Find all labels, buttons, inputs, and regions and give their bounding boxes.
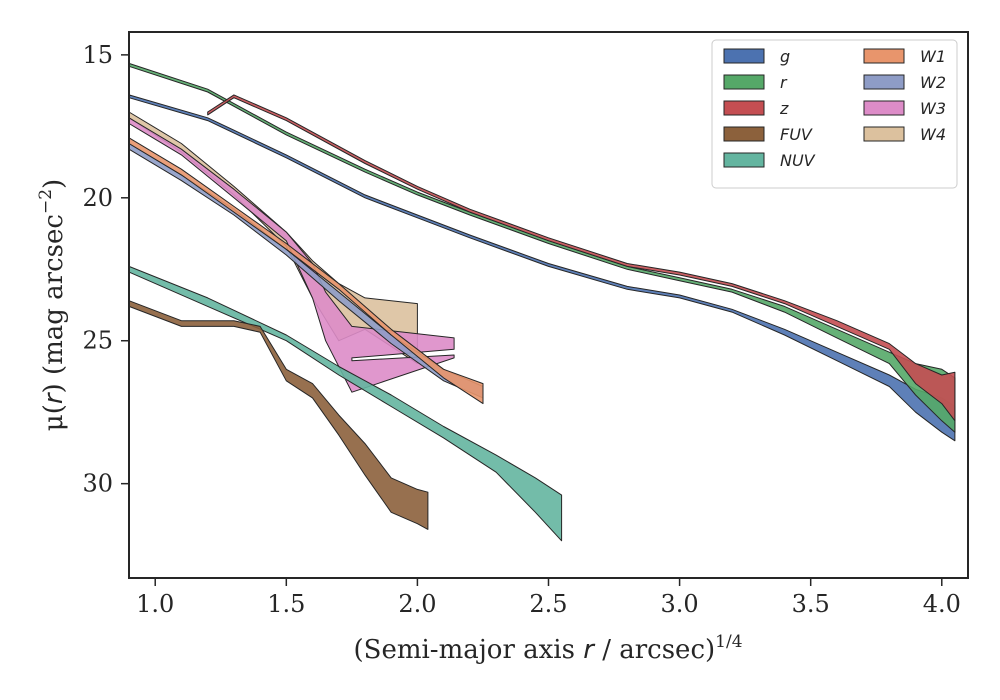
legend-swatch-g [723,48,765,64]
legend-label-w1: W1 [920,47,946,66]
y-axis-title: μ(r) (mag arcsec−2) [36,179,69,431]
y-tick-label: 20 [82,184,113,212]
legend-label-w3: W3 [920,99,946,118]
legend-label-w2: W2 [920,73,946,92]
band-g [128,94,956,442]
band-nuv [128,265,563,542]
legend-label-g: g [780,47,790,66]
x-tick-label: 1.0 [136,590,174,618]
x-axis: 1.0 1.5 2.0 2.5 3.0 3.5 4.0 [136,578,961,618]
legend-swatch-w1 [863,48,905,64]
y-tick-label: 25 [82,327,113,355]
legend-label-r: r [780,73,788,92]
legend-swatch-z [723,100,765,116]
band-w1 [128,137,484,405]
x-tick-label: 2.5 [529,590,567,618]
band-layer [128,62,956,542]
x-tick-label: 3.0 [661,590,699,618]
x-tick-label: 1.5 [267,590,305,618]
legend-label-nuv: NUV [780,151,816,170]
y-axis: 15 20 25 30 [82,41,129,498]
legend-label-fuv: FUV [780,125,813,144]
x-tick-label: 2.0 [398,590,436,618]
band-fuv [128,300,429,530]
legend-label-z: z [779,99,789,118]
legend-swatch-r [723,74,765,90]
band-z [207,94,956,422]
legend: grz FUV NUV W1 W2 W3 W4 [711,39,958,189]
legend-swatch-nuv [723,152,765,168]
x-tick-label: 3.5 [792,590,830,618]
y-tick-label: 30 [82,470,113,498]
x-tick-label: 4.0 [923,590,961,618]
legend-label-w4: W4 [920,125,946,144]
legend-swatch-w2 [863,74,905,90]
legend-swatch-w4 [863,126,905,142]
legend-swatch-fuv [723,126,765,142]
y-tick-label: 15 [82,41,113,69]
x-axis-title: (Semi-major axis r / arcsec)1/4 [353,632,742,665]
legend-swatch-w3 [863,100,905,116]
